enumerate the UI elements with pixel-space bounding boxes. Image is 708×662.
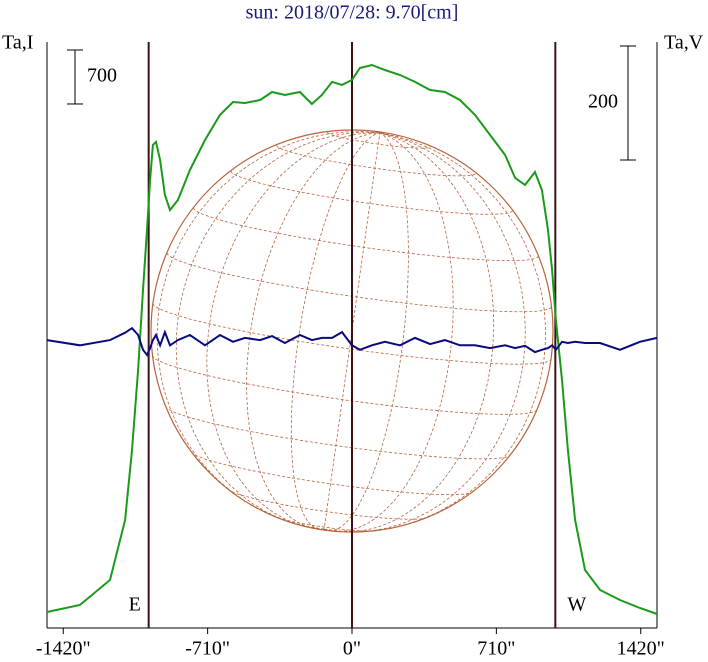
meridian-line	[175, 131, 380, 530]
meridian-line	[324, 132, 526, 533]
solar-globe	[150, 129, 554, 533]
x-tick-label: 0"	[343, 638, 361, 660]
x-tick-label: 1420"	[617, 638, 665, 660]
series-line	[46, 326, 658, 357]
series-line	[46, 63, 658, 615]
latitude-line	[165, 405, 511, 460]
meridian-line	[324, 132, 409, 531]
meridian-line	[246, 132, 380, 530]
y2-axis-label: Ta,V	[664, 32, 704, 54]
chart-title: sun: 2018/07/28: 9.70[cm]	[246, 2, 459, 24]
limb-label: W	[567, 594, 586, 616]
meridian-line	[206, 132, 380, 530]
meridian-line	[290, 132, 380, 530]
meridian-line	[324, 132, 495, 533]
x-tick-label: 710"	[477, 638, 515, 660]
latitude-line	[193, 207, 539, 262]
meridian-line	[324, 132, 454, 532]
scale-bar-label: 700	[87, 65, 117, 87]
heliographic-grid	[152, 131, 552, 533]
latitude-line	[166, 252, 552, 313]
meridian-line	[324, 132, 546, 533]
meridian-line	[323, 132, 381, 531]
x-tick-label: -710"	[185, 638, 230, 660]
meridian-line	[156, 131, 380, 530]
latitude-line	[227, 488, 428, 520]
x-tick-label: -1420"	[36, 638, 91, 660]
latitude-line	[191, 451, 474, 496]
limb-label: E	[129, 594, 141, 616]
scale-bar-label: 200	[588, 91, 618, 113]
y-axis-label: Ta,I	[2, 32, 33, 54]
